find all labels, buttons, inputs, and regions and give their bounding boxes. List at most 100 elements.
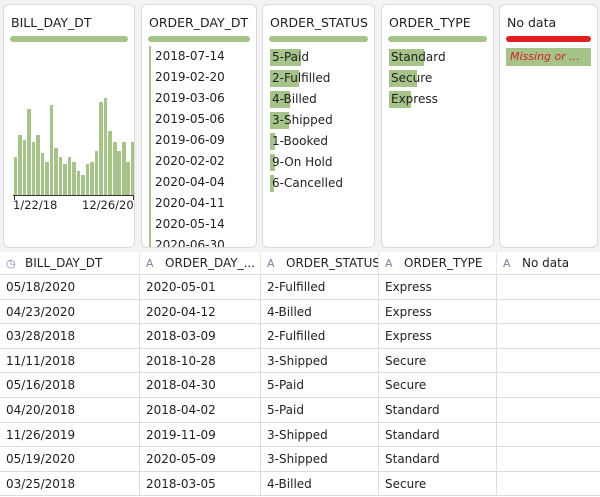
table-cell[interactable]: Express [379, 299, 497, 324]
histogram-bar [58, 156, 63, 195]
table-cell[interactable] [497, 300, 600, 324]
table-cell[interactable]: 2018-04-30 [140, 373, 261, 397]
table-cell[interactable]: 04/23/2020 [0, 299, 140, 324]
category-label: Standard [391, 50, 446, 64]
missing-values-tag[interactable]: Missing or ... [506, 48, 591, 66]
category-item[interactable]: 4-Billed [270, 89, 343, 110]
table-cell[interactable]: 2020-05-01 [140, 275, 261, 299]
table-cell[interactable]: Express [379, 275, 497, 299]
table-cell[interactable]: Standard [379, 422, 497, 447]
table-cell[interactable]: 2018-04-02 [140, 397, 261, 422]
column-header[interactable]: A No data [497, 252, 600, 275]
table-cell[interactable]: 2018-10-28 [140, 348, 261, 373]
table-cell[interactable]: 03/28/2018 [0, 324, 140, 348]
profile-card-no-data[interactable]: No data Missing or ... [499, 4, 598, 248]
text-type-icon: A [385, 257, 393, 270]
quality-bar [269, 36, 368, 42]
value-list-item[interactable]: 2019-02-20 [155, 70, 225, 84]
category-item[interactable]: 9-On Hold [270, 152, 343, 173]
category-item[interactable]: 5-Paid [270, 47, 343, 68]
category-frequency-bar [270, 49, 301, 66]
table-cell[interactable]: 2018-03-09 [140, 324, 261, 348]
table-cell[interactable]: 2-Fulfilled [261, 324, 379, 348]
table-cell[interactable]: 3-Shipped [261, 447, 379, 471]
table-cell[interactable]: 5-Paid [261, 373, 379, 397]
value-list-item[interactable]: 2020-02-02 [155, 154, 225, 168]
profile-card-bill-day-dt[interactable]: BILL_DAY_DT 1/22/18 12/26/20 [3, 4, 135, 248]
category-item[interactable]: 3-Shipped [270, 110, 343, 131]
table-cell[interactable]: 5-Paid [261, 397, 379, 422]
value-list-item[interactable]: 2020-04-11 [155, 196, 225, 210]
value-list-item[interactable]: 2019-05-06 [155, 112, 225, 126]
table-cell[interactable]: 2020-05-09 [140, 447, 261, 471]
column-header[interactable]: A ORDER_TYPE [379, 252, 497, 275]
table-cell[interactable]: 2018-03-05 [140, 471, 261, 496]
category-item[interactable]: Express [389, 89, 446, 110]
category-item[interactable]: 1-Booked [270, 131, 343, 152]
quality-bar [10, 36, 128, 42]
category-item[interactable]: 2-Fulfilled [270, 68, 343, 89]
category-item[interactable]: Secure [389, 68, 446, 89]
table-cell[interactable]: Express [379, 324, 497, 348]
table-cell[interactable]: 05/16/2018 [0, 373, 140, 397]
table-cell[interactable] [497, 373, 600, 397]
value-list-item[interactable]: 2020-06-30 [155, 238, 225, 248]
table-cell[interactable] [497, 398, 600, 422]
histogram-bar [117, 151, 122, 195]
table-cell[interactable]: 04/20/2018 [0, 397, 140, 422]
profile-card-order-status[interactable]: ORDER_STATUS 5-Paid 2-Fulfilled 4-Billed 3-… [262, 4, 375, 248]
category-frequency-bar [270, 70, 299, 87]
table-cell[interactable]: 3-Shipped [261, 348, 379, 373]
table-cell[interactable]: Standard [379, 397, 497, 422]
value-list-item[interactable]: 2019-06-09 [155, 133, 225, 147]
column-header[interactable]: A ORDER_STATUS... [261, 252, 379, 275]
histogram-bar [94, 151, 99, 195]
category-item[interactable]: 6-Cancelled [270, 173, 343, 194]
histogram [13, 85, 134, 200]
profile-card-title: ORDER_DAY_DT [149, 15, 249, 30]
table-row: 03/25/2018 2018-03-05 4-Billed Secure [0, 471, 600, 497]
table-cell[interactable]: 2019-11-09 [140, 422, 261, 447]
category-list: 5-Paid 2-Fulfilled 4-Billed 3-Shipped 1-Book… [270, 47, 343, 194]
table-cell[interactable]: 11/26/2019 [0, 422, 140, 447]
histogram-axis [13, 195, 134, 196]
table-cell[interactable]: Secure [379, 471, 497, 496]
table-cell[interactable]: 2020-04-12 [140, 299, 261, 324]
histogram-bar [13, 156, 18, 195]
category-item[interactable]: Standard [389, 47, 446, 68]
column-header[interactable]: ◷ BILL_DAY_DT [0, 252, 140, 275]
table-cell[interactable] [497, 423, 600, 447]
table-row: 05/16/2018 2018-04-30 5-Paid Secure [0, 373, 600, 398]
table-cell[interactable]: 4-Billed [261, 299, 379, 324]
value-list-item[interactable]: 2020-05-14 [155, 217, 225, 231]
value-list-item[interactable]: 2019-03-06 [155, 91, 225, 105]
table-cell[interactable]: 4-Billed [261, 471, 379, 496]
table-cell[interactable]: Secure [379, 348, 497, 373]
table-cell[interactable]: 03/25/2018 [0, 471, 140, 496]
table-cell[interactable] [497, 447, 600, 471]
histogram-bar [99, 101, 103, 195]
category-label: 9-On Hold [272, 155, 333, 169]
table-cell[interactable]: Secure [379, 373, 497, 397]
profile-card-order-type[interactable]: ORDER_TYPE Standard Secure Express [381, 4, 494, 248]
profile-card-title: No data [507, 15, 557, 30]
table-cell[interactable] [497, 472, 600, 496]
table-cell[interactable]: 3-Shipped [261, 422, 379, 447]
table-cell[interactable] [497, 275, 600, 299]
value-list-item[interactable]: 2020-04-04 [155, 175, 225, 189]
histogram-bar [40, 153, 45, 195]
category-label: 3-Shipped [272, 113, 333, 127]
table-cell[interactable]: 11/11/2018 [0, 348, 140, 373]
table-cell[interactable] [497, 324, 600, 348]
table-cell[interactable]: 05/18/2020 [0, 275, 140, 299]
histogram-bar [31, 142, 36, 195]
table-cell[interactable] [497, 349, 600, 373]
histogram-bar [103, 98, 108, 195]
histogram-bar [18, 134, 22, 195]
column-header[interactable]: A ORDER_DAY_... [140, 252, 261, 275]
table-cell[interactable]: Standard [379, 447, 497, 471]
table-cell[interactable]: 05/19/2020 [0, 447, 140, 471]
value-list-item[interactable]: 2018-07-14 [155, 49, 225, 63]
profile-card-order-day-dt[interactable]: ORDER_DAY_DT 2018-07-14 2019-02-20 2019-03… [141, 4, 257, 248]
table-cell[interactable]: 2-Fulfilled [261, 275, 379, 299]
